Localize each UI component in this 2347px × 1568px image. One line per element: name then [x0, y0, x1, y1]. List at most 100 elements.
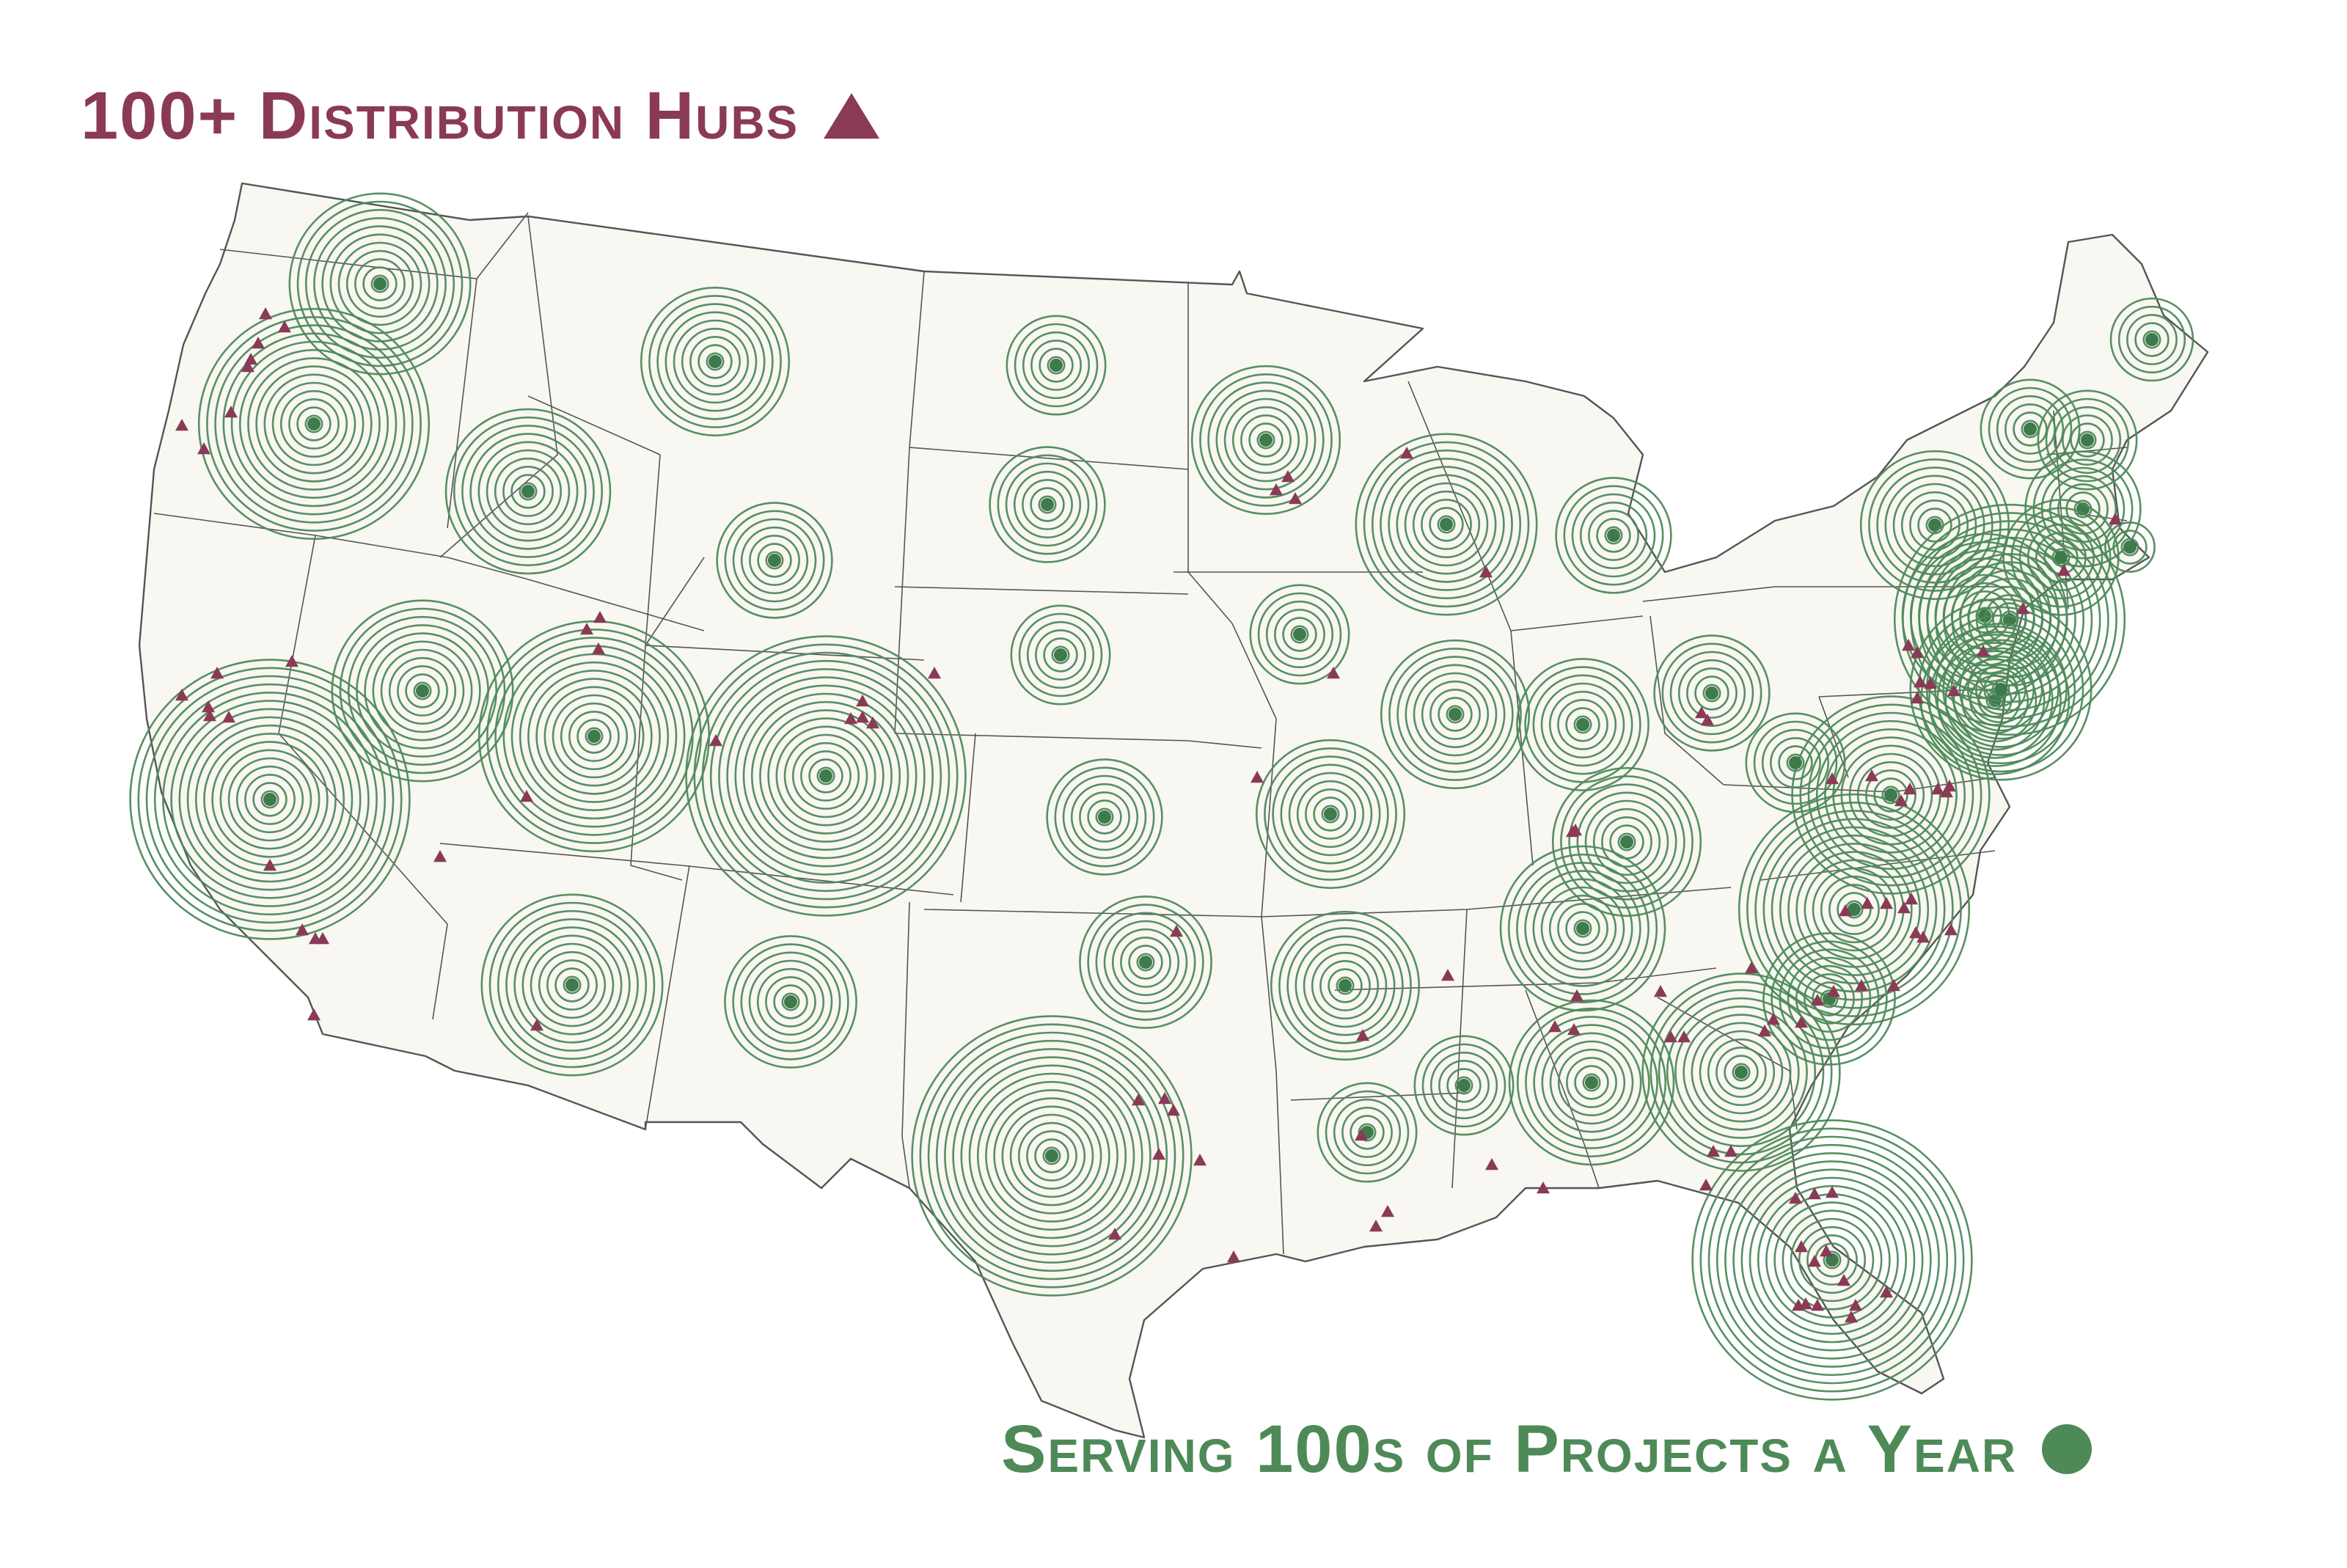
hub-marker-88 [1902, 639, 1915, 651]
project-marker-mn [1190, 364, 1341, 516]
project-center-dot [1576, 922, 1589, 935]
state-border-20 [923, 909, 1262, 917]
hub-marker-27 [856, 695, 869, 707]
hub-marker-25 [530, 1019, 543, 1031]
project-marker-ma [2024, 450, 2142, 568]
project-center-dot [1440, 518, 1453, 531]
hub-marker-10 [175, 689, 188, 701]
hub-marker-102 [1826, 772, 1839, 785]
hub-marker-63 [1701, 714, 1714, 726]
project-center-dot [1045, 1149, 1058, 1162]
project-marker-al [1508, 999, 1675, 1166]
hub-marker-72 [1707, 1145, 1720, 1157]
state-border-1 [219, 249, 477, 279]
circle-marker-icon [2042, 1424, 2092, 1474]
project-marker-ca [129, 659, 411, 940]
hub-marker-91 [1911, 692, 1924, 704]
hub-marker-26 [709, 734, 722, 747]
project-center-dot [1928, 519, 1941, 532]
project-marker-vt [1980, 378, 2081, 480]
hub-marker-109 [1839, 904, 1852, 917]
hub-marker-90 [1914, 675, 1927, 688]
hub-marker-45 [1152, 1148, 1165, 1160]
hub-marker-66 [1767, 1013, 1780, 1025]
state-border-19 [960, 733, 976, 903]
state-border-16 [909, 271, 1189, 470]
project-marker-ms [1413, 1035, 1515, 1136]
state-border-3 [447, 278, 477, 529]
project-center-dot [2054, 551, 2068, 564]
hub-marker-12 [203, 709, 216, 722]
hub-marker-106 [1909, 926, 1922, 939]
hub-marker-80 [1820, 1245, 1833, 1257]
hub-marker-21 [520, 790, 533, 802]
project-marker-or [197, 307, 431, 541]
project-center-dot [1826, 1253, 1839, 1267]
hub-marker-61 [1566, 825, 1579, 838]
project-marker-az [480, 893, 664, 1077]
hub-marker-75 [1789, 1192, 1802, 1204]
hub-marker-28 [856, 711, 869, 723]
hub-marker-89 [1911, 646, 1924, 659]
state-border-35 [1642, 586, 2010, 602]
project-center-dot [1607, 529, 1620, 542]
hub-marker-5 [241, 360, 255, 373]
project-center-dot [263, 793, 277, 806]
hub-marker-54 [1567, 1023, 1581, 1036]
hub-marker-97 [2109, 513, 2122, 525]
project-marker-nc [1738, 793, 1971, 1026]
hub-marker-71 [1887, 979, 1900, 992]
project-center-dot [1620, 835, 1633, 849]
project-marker-ky [1551, 766, 1702, 917]
hub-marker-7 [197, 442, 210, 455]
project-center-dot [1457, 1079, 1471, 1092]
hub-marker-38 [1479, 565, 1493, 578]
hub-marker-40 [1441, 969, 1454, 981]
project-marker-co [685, 635, 967, 917]
hub-marker-42 [1132, 1093, 1145, 1106]
hub-marker-47 [1227, 1250, 1240, 1263]
project-center-dot [1324, 807, 1337, 821]
project-marker-nd [1006, 315, 1107, 416]
hub-marker-30 [866, 717, 879, 729]
hub-marker-92 [1924, 677, 1937, 689]
hub-marker-1 [259, 307, 272, 320]
project-marker-ct [2002, 499, 2120, 616]
project-center-dot [1041, 498, 1054, 511]
hub-marker-3 [252, 337, 265, 349]
project-marker-wi [1355, 433, 1538, 616]
project-center-dot [1576, 718, 1589, 731]
hub-marker-14 [285, 655, 299, 667]
project-center-dot [1585, 1076, 1598, 1089]
hub-marker-33 [1251, 771, 1264, 783]
hub-marker-55 [1548, 1020, 1561, 1033]
project-center-dot [1848, 903, 1861, 916]
project-marker-ne [1010, 604, 1111, 706]
project-center-dot [784, 995, 797, 1008]
hub-marker-39 [1327, 667, 1340, 679]
project-marker-id [444, 408, 612, 575]
hub-marker-36 [1289, 492, 1302, 505]
hub-marker-65 [1758, 1025, 1771, 1037]
hub-marker-99 [1931, 783, 1944, 795]
project-marker-mt [640, 286, 791, 437]
project-marker-oh [1653, 634, 1771, 752]
hub-marker-52 [1485, 1158, 1498, 1170]
state-border-28 [1290, 1092, 1468, 1101]
state-border-29 [1451, 909, 1468, 1189]
project-marker-ok [1079, 895, 1212, 1029]
project-marker-ia [1249, 584, 1350, 685]
hub-marker-32 [1170, 925, 1183, 937]
hub-marker-56 [1654, 985, 1667, 997]
hub-marker-94 [2016, 602, 2029, 615]
projects-legend-label: Serving 100s of Projects a Year [1001, 1412, 2018, 1487]
hub-marker-50 [1369, 1220, 1383, 1232]
project-center-dot [1994, 683, 2007, 696]
state-border-2 [476, 212, 529, 279]
state-border-10 [645, 557, 705, 646]
project-center-dot [2024, 422, 2037, 436]
hub-marker-76 [1808, 1187, 1821, 1200]
project-center-dot [1259, 433, 1273, 447]
state-border-6 [432, 923, 448, 1020]
